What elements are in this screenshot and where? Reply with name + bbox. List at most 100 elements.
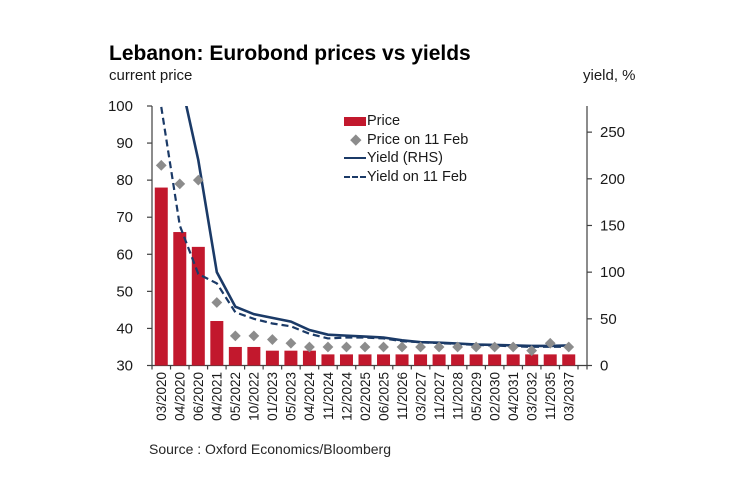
price-diamond (304, 341, 315, 353)
chart-title: Lebanon: Eurobond prices vs yields (109, 42, 471, 65)
svg-text:70: 70 (116, 209, 133, 226)
svg-text:04/2031: 04/2031 (506, 372, 521, 421)
svg-text:04/2020: 04/2020 (173, 372, 188, 421)
right-axis-unit-label: yield, % (583, 67, 636, 84)
price-bar (265, 350, 279, 366)
price-diamond (544, 337, 556, 349)
left-axis-unit-label: current price (109, 67, 193, 84)
svg-text:11/2024: 11/2024 (321, 372, 336, 420)
svg-text:50: 50 (600, 311, 617, 328)
price-bar (228, 346, 242, 366)
price-bar (395, 354, 409, 366)
price-bar (358, 354, 372, 366)
price-bar (543, 354, 557, 366)
price-diamond (211, 297, 223, 308)
legend-item-price-11feb: Price on 11 Feb (344, 131, 468, 150)
legend-label: Yield on 11 Feb (367, 168, 467, 185)
dashed-line-marker-icon (344, 175, 367, 178)
price-diamond (507, 341, 519, 353)
svg-text:12/2024: 12/2024 (339, 372, 354, 421)
legend-label: Price (367, 113, 401, 130)
svg-text:03/2020: 03/2020 (154, 372, 169, 421)
price-diamond (563, 341, 575, 353)
svg-text:11/2026: 11/2026 (395, 372, 410, 420)
svg-text:11/2027: 11/2027 (432, 372, 447, 420)
price-bar (247, 346, 261, 366)
svg-text:11/2028: 11/2028 (450, 372, 465, 420)
svg-text:80: 80 (116, 172, 133, 189)
legend-label: Yield (RHS) (367, 150, 444, 167)
svg-text:05/2023: 05/2023 (284, 372, 299, 421)
price-bar (339, 354, 353, 366)
svg-text:50: 50 (116, 283, 133, 300)
price-diamond (285, 337, 297, 349)
price-diamond (433, 341, 445, 353)
svg-text:100: 100 (108, 98, 133, 115)
price-diamond (155, 159, 167, 171)
price-bar (173, 232, 187, 366)
svg-text:02/2025: 02/2025 (358, 372, 373, 421)
right-axis-tick-labels: 0 50 100 150 200 250 (600, 124, 625, 374)
price-bar (302, 350, 316, 366)
svg-text:90: 90 (116, 135, 133, 152)
price-diamond (452, 341, 464, 353)
svg-text:11/2035: 11/2035 (543, 372, 558, 420)
svg-text:03/2032: 03/2032 (524, 372, 539, 421)
price-diamond (396, 341, 408, 353)
price-bar (210, 321, 224, 366)
legend-label: Price on 11 Feb (367, 131, 469, 148)
chart-legend: Price Price on 11 Feb Yield (RHS) Yield … (344, 112, 468, 186)
price-bar (284, 350, 298, 366)
yield-line (185, 106, 569, 348)
price-diamond (378, 341, 389, 353)
price-diamond (248, 330, 260, 342)
svg-text:200: 200 (600, 171, 625, 188)
svg-text:03/2037: 03/2037 (562, 372, 577, 421)
svg-text:05/2022: 05/2022 (228, 372, 243, 421)
svg-text:04/2024: 04/2024 (302, 372, 317, 421)
source-note: Source : Oxford Economics/Bloomberg (149, 441, 391, 457)
left-axis-tick-labels: 30 40 50 60 70 80 90 100 (108, 98, 133, 375)
price-bar (191, 246, 205, 366)
svg-text:30: 30 (116, 358, 133, 375)
price-bar-swatch-icon (344, 116, 367, 126)
price-diamond (322, 341, 334, 353)
svg-text:100: 100 (600, 264, 625, 281)
svg-text:0: 0 (600, 358, 608, 375)
solid-line-marker-icon (344, 157, 367, 160)
price-11feb-diamonds (155, 159, 575, 357)
price-diamond (229, 330, 241, 342)
svg-text:250: 250 (600, 124, 625, 141)
price-diamond (341, 341, 352, 353)
legend-item-price: Price (344, 112, 468, 131)
svg-text:01/2023: 01/2023 (265, 372, 280, 421)
price-diamond (470, 341, 482, 353)
price-bar (562, 354, 576, 366)
legend-item-yield-11feb: Yield on 11 Feb (344, 168, 468, 187)
price-bar (469, 354, 483, 366)
price-bar (321, 354, 335, 366)
price-bars (154, 187, 576, 366)
svg-text:04/2021: 04/2021 (210, 372, 225, 421)
svg-text:60: 60 (116, 246, 133, 263)
svg-text:150: 150 (600, 217, 625, 234)
price-bar (377, 354, 391, 366)
svg-text:40: 40 (116, 320, 133, 337)
price-bar (506, 354, 520, 366)
price-bar (525, 354, 539, 366)
price-bar (414, 354, 428, 366)
price-diamond (526, 345, 538, 357)
price-diamond (415, 341, 426, 353)
svg-text:10/2022: 10/2022 (247, 372, 262, 421)
diamond-marker-icon (344, 134, 367, 146)
price-diamond (192, 174, 204, 186)
price-bar (154, 187, 168, 366)
svg-text:06/2025: 06/2025 (376, 372, 391, 421)
price-bar (451, 354, 465, 366)
svg-text:06/2020: 06/2020 (191, 372, 206, 421)
price-bar (488, 354, 502, 366)
svg-text:05/2029: 05/2029 (469, 372, 484, 421)
price-diamond (174, 178, 186, 190)
